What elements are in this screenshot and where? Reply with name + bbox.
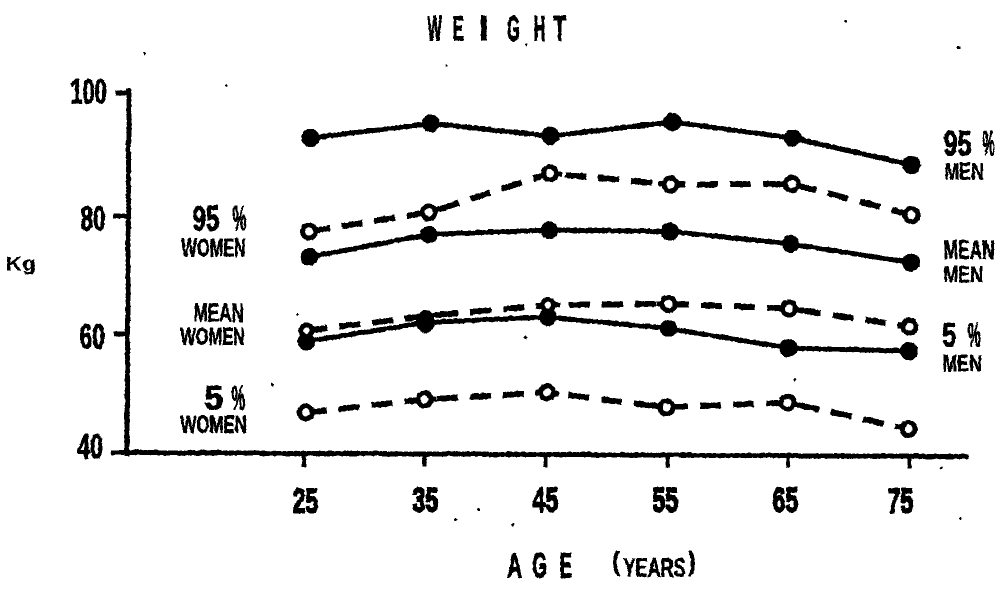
svg-text:%: %: [232, 198, 246, 238]
svg-text:T: T: [553, 9, 566, 48]
svg-text:%: %: [231, 378, 245, 417]
svg-text:25: 25: [292, 483, 318, 520]
svg-text:MEAN: MEAN: [943, 235, 994, 264]
svg-text:YEARS: YEARS: [623, 553, 685, 582]
svg-text:55: 55: [652, 482, 678, 519]
svg-text:35: 35: [412, 482, 438, 519]
svg-text:MEN: MEN: [942, 351, 981, 377]
svg-text:45: 45: [532, 482, 558, 519]
svg-text:95: 95: [192, 200, 219, 238]
svg-text:5: 5: [204, 379, 223, 417]
svg-text:I: I: [479, 10, 488, 49]
svg-text:5: 5: [942, 316, 956, 354]
svg-text:MEN: MEN: [944, 159, 983, 185]
svg-text:WOMEN: WOMEN: [181, 235, 246, 262]
svg-text:): ): [688, 547, 695, 577]
svg-text:75: 75: [887, 483, 913, 520]
svg-text:W: W: [427, 9, 442, 48]
svg-text:WOMEN: WOMEN: [180, 323, 244, 350]
svg-text:A: A: [507, 546, 521, 585]
svg-text:MEAN: MEAN: [193, 297, 244, 327]
svg-text:%: %: [967, 315, 980, 354]
svg-text:%: %: [982, 123, 994, 162]
svg-text:MEN: MEN: [943, 262, 982, 288]
svg-text:40: 40: [77, 427, 102, 466]
svg-text:65: 65: [772, 482, 798, 519]
svg-text:G: G: [532, 546, 546, 585]
svg-text:60: 60: [79, 317, 104, 356]
svg-text:(: (: [612, 547, 620, 577]
svg-text:95: 95: [943, 124, 971, 163]
svg-text:E: E: [559, 546, 572, 585]
svg-text:WOMEN: WOMEN: [180, 411, 246, 438]
svg-text:E: E: [452, 8, 463, 48]
svg-text:80: 80: [80, 199, 105, 238]
svg-text:Kg: Kg: [5, 251, 36, 274]
svg-text:G: G: [507, 9, 519, 48]
svg-text:100: 100: [70, 73, 106, 111]
svg-text:H: H: [533, 8, 545, 48]
